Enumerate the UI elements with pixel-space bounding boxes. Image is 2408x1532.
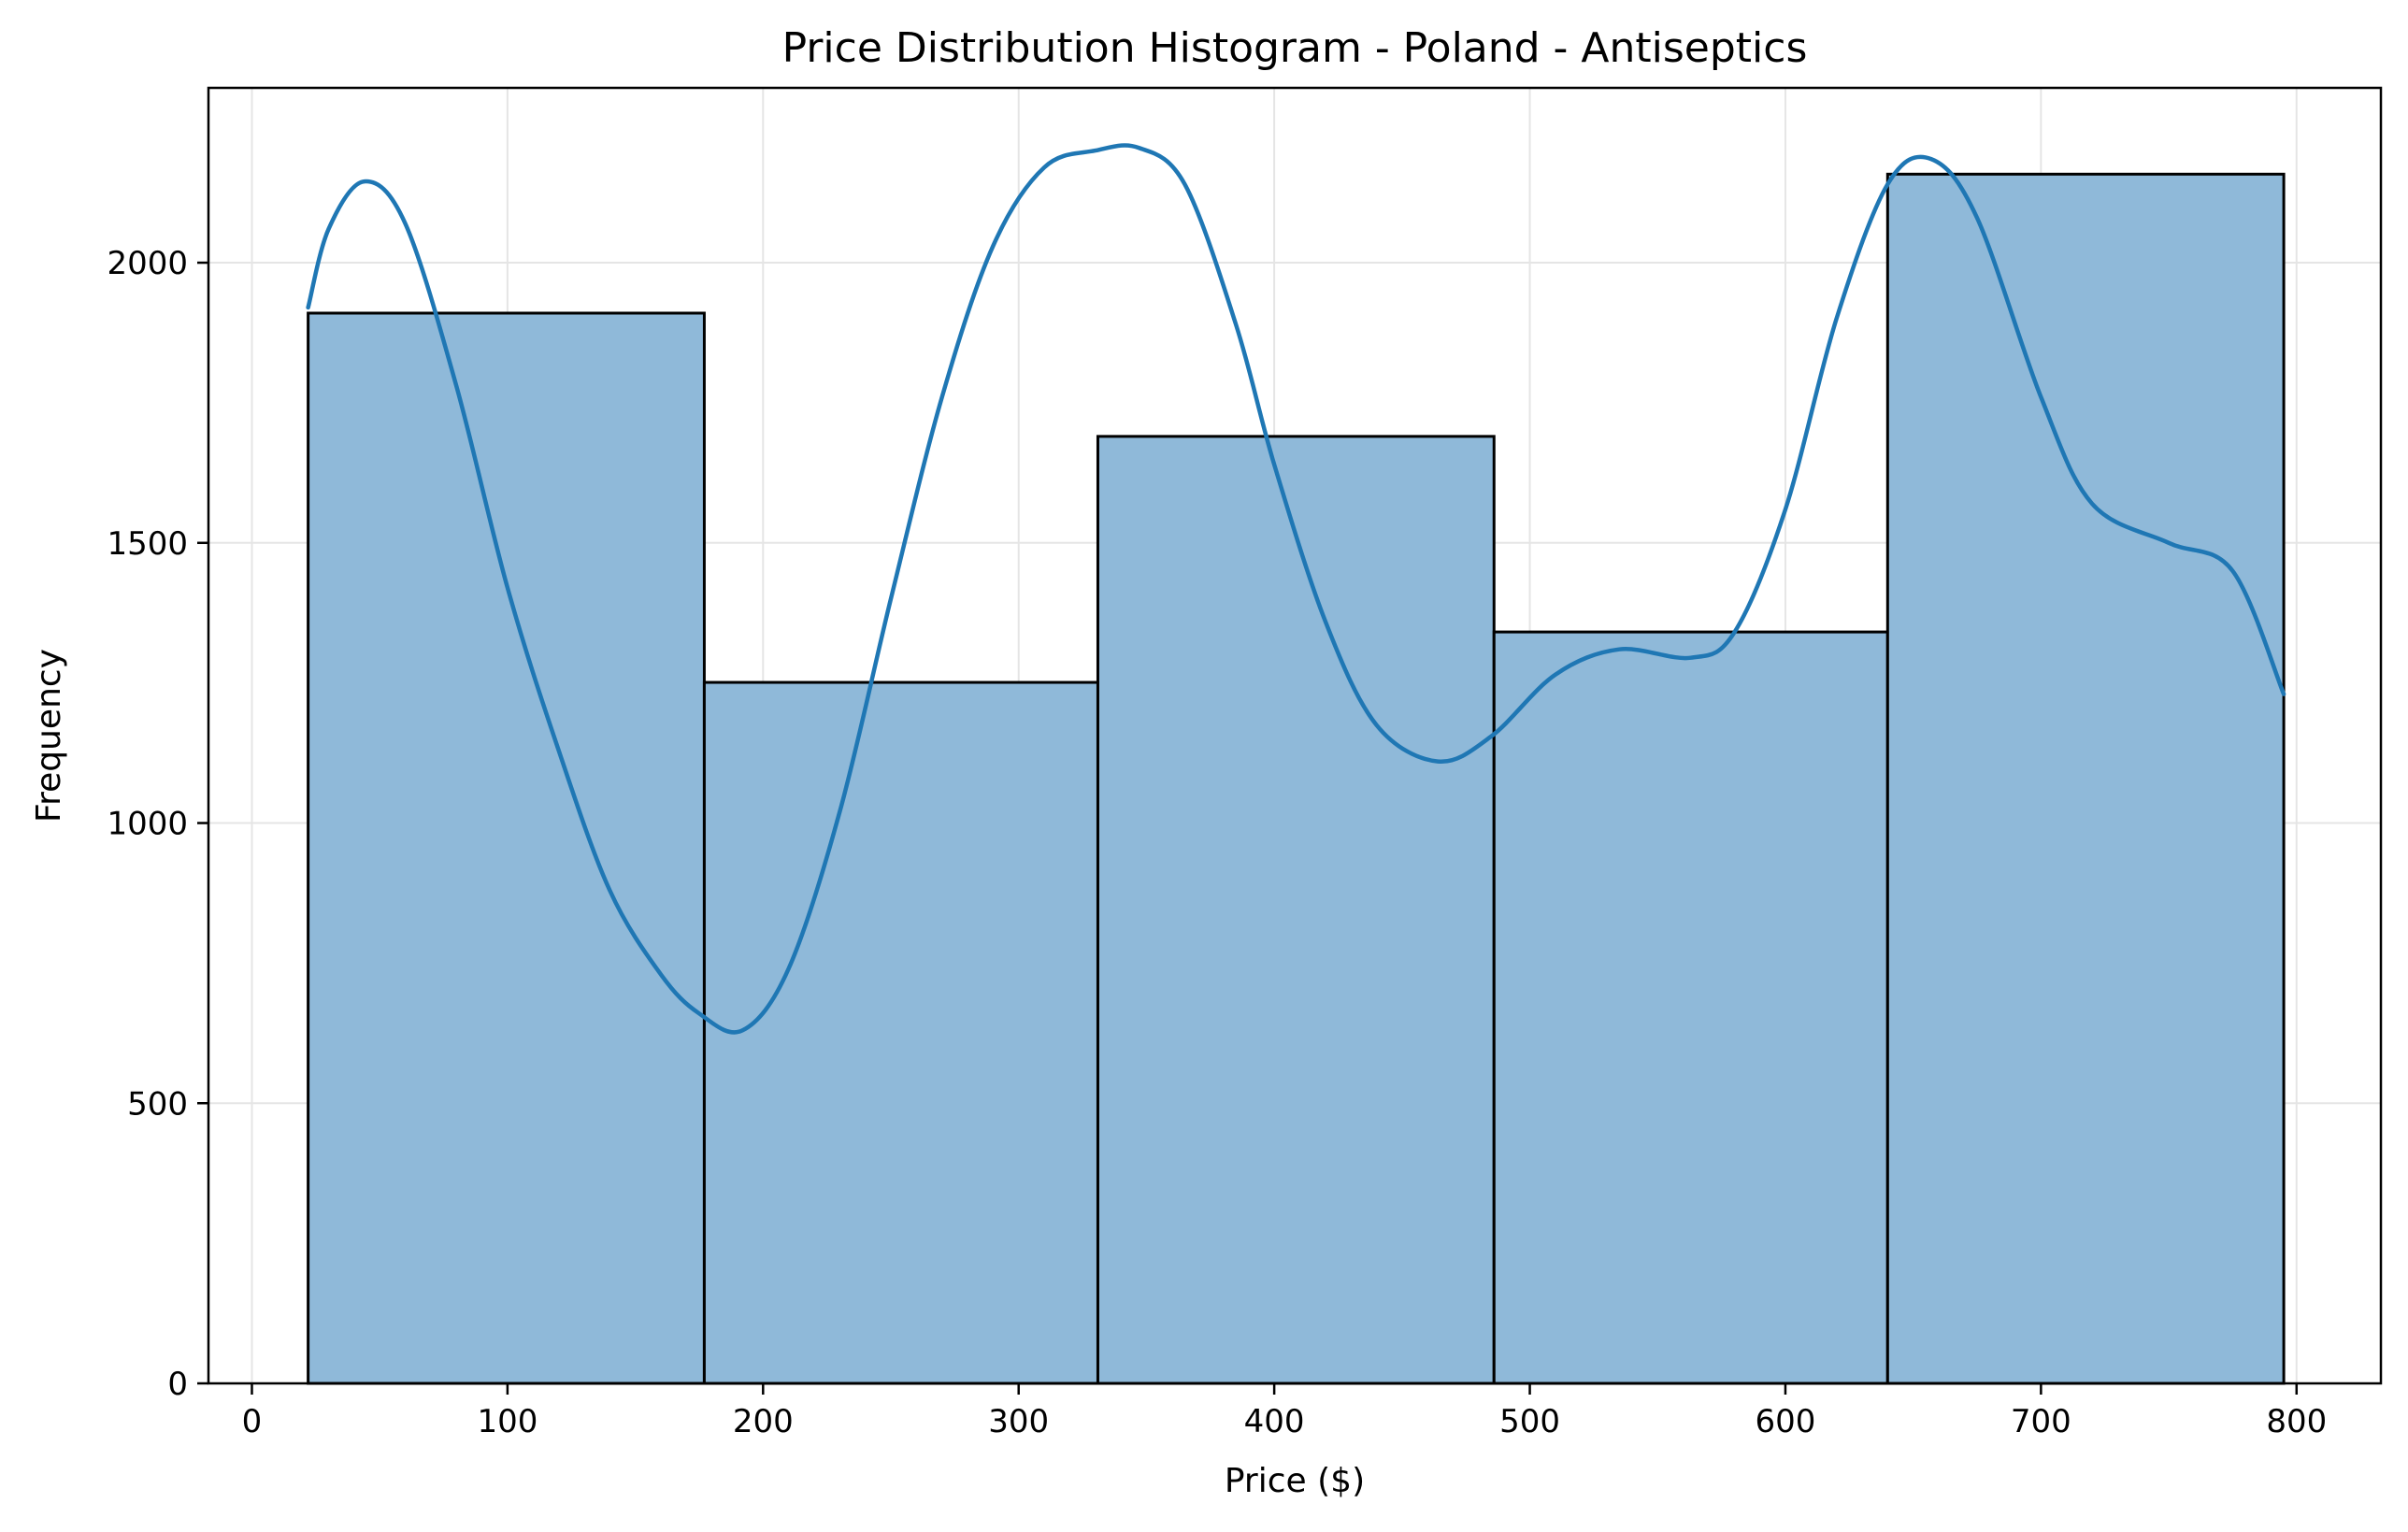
x-tick-label-4: 400 <box>1244 1403 1305 1440</box>
y-axis-label: Frequency <box>30 649 68 823</box>
x-tick-label-2: 200 <box>733 1403 794 1440</box>
x-tick-label-0: 0 <box>242 1403 263 1440</box>
axis-ticks: 0 100 200 300 400 500 600 700 800 0 500 1000 1500 200… <box>107 245 2327 1440</box>
y-tick-label-0: 0 <box>167 1366 188 1403</box>
x-tick-label-8: 800 <box>2266 1403 2327 1440</box>
x-tick-label-1: 100 <box>477 1403 538 1440</box>
x-tick-label-6: 600 <box>1755 1403 1815 1440</box>
x-axis-label: Price ($) <box>1225 1462 1365 1500</box>
histogram-bars <box>307 172 2286 1385</box>
x-tick-label-3: 300 <box>988 1403 1049 1440</box>
histogram-bar-1 <box>702 680 1099 1385</box>
x-tick-label-7: 700 <box>2011 1403 2071 1440</box>
kde-line <box>306 143 2286 1035</box>
kde-curve-group <box>306 143 2286 1035</box>
x-tick-label-5: 500 <box>1499 1403 1560 1440</box>
histogram-bar-2 <box>1096 435 1496 1385</box>
histogram-bar-3 <box>1492 630 1889 1385</box>
y-tick-label-4: 2000 <box>107 245 188 282</box>
histogram-bar-4 <box>1885 172 2286 1385</box>
y-tick-label-3: 1500 <box>107 525 188 563</box>
y-tick-label-2: 1000 <box>107 806 188 843</box>
y-tick-label-1: 500 <box>127 1085 188 1123</box>
plot-frame <box>207 86 2383 1385</box>
chart-title: Price Distribution Histogram - Poland - … <box>782 24 1808 72</box>
histogram-bar-0 <box>307 311 706 1385</box>
